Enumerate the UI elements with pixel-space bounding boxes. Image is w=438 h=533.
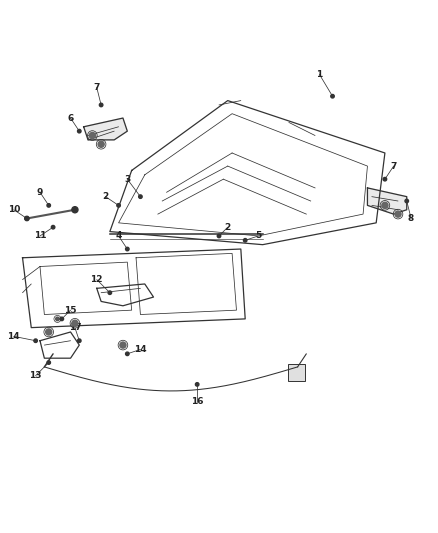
Text: 15: 15 bbox=[64, 305, 77, 314]
Circle shape bbox=[405, 199, 409, 203]
Circle shape bbox=[89, 133, 95, 139]
Text: 10: 10 bbox=[7, 205, 20, 214]
Text: 7: 7 bbox=[390, 161, 397, 171]
Circle shape bbox=[195, 383, 199, 386]
Circle shape bbox=[120, 342, 126, 348]
Circle shape bbox=[383, 177, 387, 181]
Circle shape bbox=[98, 141, 104, 147]
Circle shape bbox=[382, 203, 388, 208]
Circle shape bbox=[78, 339, 81, 343]
FancyBboxPatch shape bbox=[288, 364, 305, 381]
Text: 3: 3 bbox=[124, 175, 131, 184]
Text: 1: 1 bbox=[316, 70, 322, 79]
Text: 17: 17 bbox=[69, 323, 81, 332]
Text: 2: 2 bbox=[225, 223, 231, 232]
Text: 5: 5 bbox=[255, 231, 261, 240]
Circle shape bbox=[72, 207, 78, 213]
Circle shape bbox=[51, 225, 55, 229]
Text: 7: 7 bbox=[94, 83, 100, 92]
Text: 8: 8 bbox=[408, 214, 414, 223]
Text: 6: 6 bbox=[67, 114, 74, 123]
Text: 9: 9 bbox=[37, 188, 43, 197]
Circle shape bbox=[126, 352, 129, 356]
Circle shape bbox=[34, 339, 37, 343]
Circle shape bbox=[139, 195, 142, 198]
Polygon shape bbox=[367, 188, 407, 214]
Circle shape bbox=[331, 94, 334, 98]
Text: 14: 14 bbox=[134, 345, 147, 354]
Text: 4: 4 bbox=[115, 231, 122, 240]
Circle shape bbox=[217, 234, 221, 238]
Circle shape bbox=[25, 217, 28, 220]
Circle shape bbox=[99, 103, 103, 107]
Circle shape bbox=[47, 204, 50, 207]
Text: 12: 12 bbox=[91, 275, 103, 284]
Circle shape bbox=[47, 361, 50, 364]
Circle shape bbox=[72, 320, 78, 326]
Circle shape bbox=[60, 317, 64, 321]
Circle shape bbox=[78, 130, 81, 133]
Text: 13: 13 bbox=[29, 371, 42, 380]
Text: 2: 2 bbox=[102, 192, 109, 201]
Circle shape bbox=[108, 291, 112, 294]
Circle shape bbox=[46, 329, 52, 335]
Polygon shape bbox=[84, 118, 127, 140]
Text: 11: 11 bbox=[34, 231, 46, 240]
Circle shape bbox=[244, 239, 247, 242]
Circle shape bbox=[126, 247, 129, 251]
Text: 14: 14 bbox=[7, 332, 20, 341]
Circle shape bbox=[395, 211, 401, 217]
Circle shape bbox=[117, 204, 120, 207]
Circle shape bbox=[25, 216, 29, 221]
Text: 16: 16 bbox=[191, 397, 203, 406]
Circle shape bbox=[56, 317, 59, 321]
